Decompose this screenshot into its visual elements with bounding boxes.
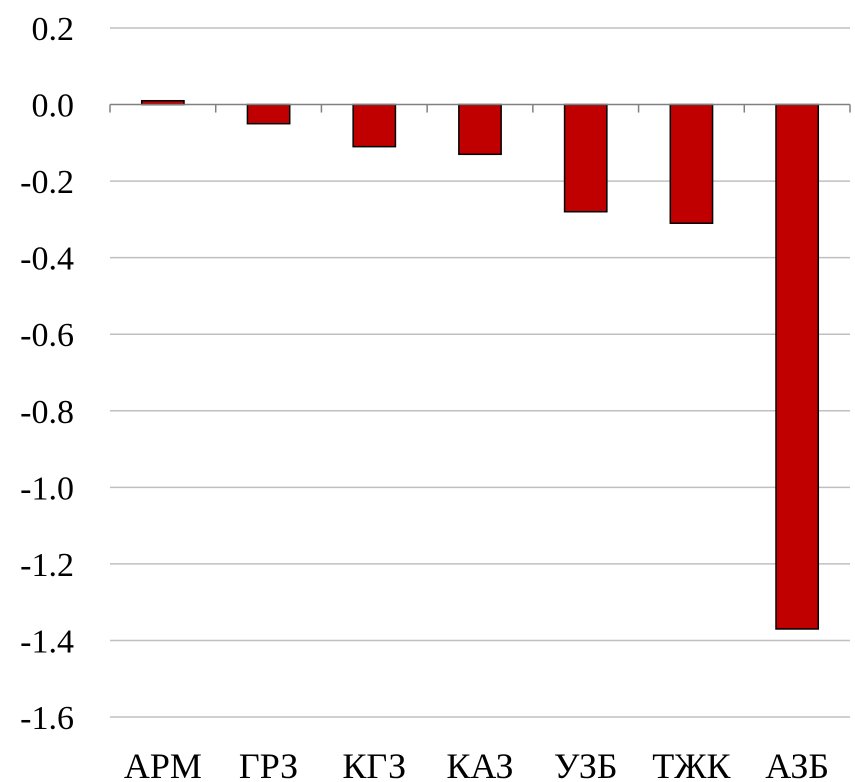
category-label: АРМ: [124, 746, 202, 782]
bar: [246, 103, 291, 125]
y-tick-label: -0.8: [20, 394, 74, 431]
y-tick-label: 0.2: [32, 11, 75, 48]
category-labels: АРМ ГРЗ КГЗ КАЗ УЗБ ТЖК АЗБ: [124, 746, 829, 782]
bar: [563, 103, 608, 213]
y-tick-label: 0.0: [32, 88, 75, 125]
bar: [458, 103, 502, 156]
y-tick-label: -0.4: [20, 241, 74, 278]
category-label: КГЗ: [342, 746, 406, 782]
bars: [140, 99, 820, 630]
category-label: УЗБ: [554, 746, 618, 782]
category-label: КАЗ: [446, 746, 513, 782]
category-label: АЗБ: [765, 746, 829, 782]
gridlines: [110, 27, 850, 718]
y-tick-labels: 0.2 0.0 -0.2 -0.4 -0.6 -0.8 -1.0 -1.2 -1.4 -1.6: [20, 11, 74, 737]
y-tick-label: -0.6: [20, 317, 74, 354]
y-tick-label: -1.4: [20, 623, 74, 660]
category-label: ТЖК: [652, 746, 731, 782]
y-tick-label: -1.2: [20, 547, 74, 584]
y-tick-label: -1.0: [20, 470, 74, 507]
bar: [352, 103, 397, 148]
y-tick-label: -1.6: [20, 700, 74, 737]
x-axis: [109, 103, 851, 113]
y-tick-label: -0.2: [20, 164, 74, 201]
category-label: ГРЗ: [239, 746, 298, 782]
bar: [669, 103, 714, 224]
bar: [775, 103, 820, 630]
